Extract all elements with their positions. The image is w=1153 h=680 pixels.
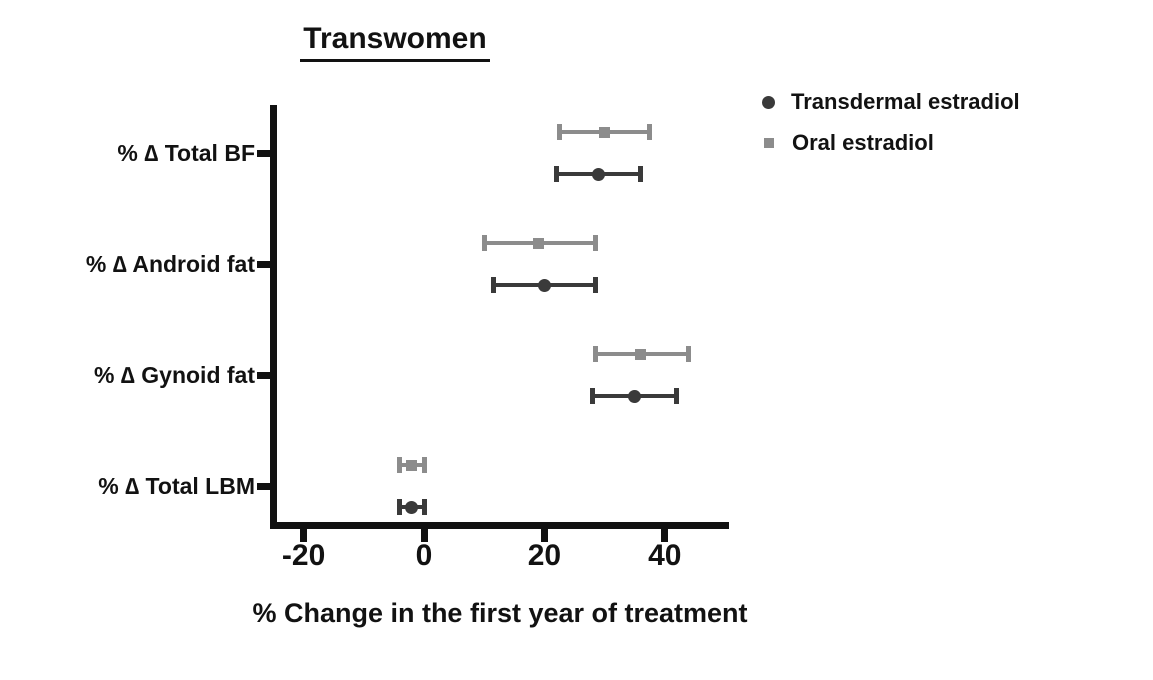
data-point-square-marker <box>406 459 418 471</box>
data-point-circle-marker <box>537 278 551 292</box>
error-bar-cap-right <box>593 277 599 293</box>
legend-item-transdermal-estradiol: Transdermal estradiol <box>762 88 1020 116</box>
error-bar-cap-left <box>556 124 562 140</box>
x-tick <box>661 529 669 542</box>
chart-title: Transwomen <box>235 22 555 62</box>
data-point-square-marker <box>635 348 647 360</box>
error-bar-cap-right <box>647 124 653 140</box>
data-point-square-marker <box>532 237 544 249</box>
data-point-circle-marker <box>628 389 642 403</box>
y-tick <box>257 260 270 268</box>
data-point-square-marker <box>599 126 611 138</box>
error-bar-cap-left <box>397 499 403 515</box>
chart-title-text: Transwomen <box>300 22 490 62</box>
x-tick-label: 0 <box>415 539 433 572</box>
legend-item-oral-estradiol: Oral estradiol <box>762 129 1020 157</box>
x-tick <box>540 529 548 542</box>
filled-square-marker-icon <box>764 138 774 148</box>
data-point-circle-marker <box>405 500 419 514</box>
category-label: % ∆ Gynoid fat <box>93 362 255 388</box>
x-axis-title: % Change in the first year of treatment <box>252 598 748 628</box>
error-bar-cap-left <box>481 235 487 251</box>
error-bar-cap-right <box>638 166 644 182</box>
error-bar-cap-right <box>686 346 692 362</box>
error-bar-cap-right <box>593 235 599 251</box>
legend-label: Transdermal estradiol <box>791 89 1020 114</box>
filled-circle-marker-icon <box>762 95 775 109</box>
y-tick <box>257 482 270 490</box>
legend-label: Oral estradiol <box>792 130 934 155</box>
data-point-circle-marker <box>592 167 606 181</box>
legend: Transdermal estradiol Oral estradiol <box>762 88 1020 170</box>
error-bar-cap-left <box>553 166 559 182</box>
error-bar-cap-left <box>490 277 496 293</box>
category-label: % ∆ Android fat <box>85 251 255 277</box>
error-bar-cap-left <box>593 346 599 362</box>
x-tick-label: 40 <box>648 539 682 572</box>
y-tick <box>257 149 270 157</box>
y-tick <box>257 371 270 379</box>
error-bar-cap-right <box>421 499 427 515</box>
error-bar-cap-left <box>590 388 596 404</box>
y-axis-line <box>270 105 277 529</box>
x-tick-label: 20 <box>527 539 562 572</box>
error-bar-cap-right <box>421 457 427 473</box>
x-tick <box>300 529 308 542</box>
category-label: % ∆ Total LBM <box>98 473 255 499</box>
x-axis-line <box>270 522 729 529</box>
x-tick-label: -20 <box>281 539 326 572</box>
x-tick <box>420 529 428 542</box>
error-bar-cap-right <box>674 388 680 404</box>
error-bar-cap-left <box>397 457 403 473</box>
category-label: % ∆ Total BF <box>117 140 255 166</box>
